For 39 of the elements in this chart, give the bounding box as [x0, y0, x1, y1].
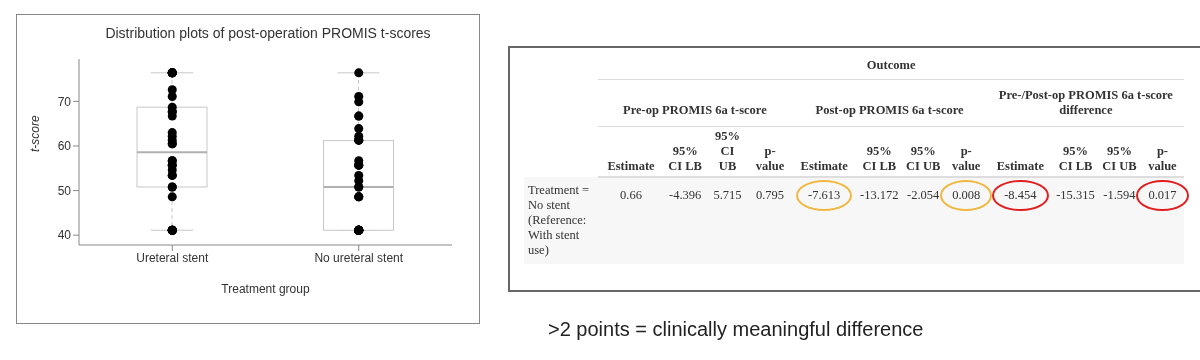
category-label: p-value [748, 126, 792, 177]
category-label: 95% CI UB [901, 126, 945, 177]
text: 0.017 [1148, 188, 1177, 202]
x-tick-label: Ureteral stent [136, 250, 209, 265]
category-label: p-value [944, 126, 988, 177]
text: Pre-op PROMIS 6a t-score [598, 79, 792, 127]
category-label: p-value [1140, 126, 1184, 177]
category-label: Estimate [791, 126, 857, 177]
text: -2.054 [907, 188, 940, 202]
chart-title: Distribution plots of post-operation PROMIS t-scores [104, 25, 432, 41]
category-label: Estimate [987, 126, 1054, 177]
category-label: 95% CI LB [663, 126, 707, 177]
text: -1.594 [1103, 188, 1136, 202]
text: 0.008 [952, 188, 981, 202]
text: Outcome [598, 52, 1184, 80]
category-label: Treatment = No stent (Reference: With stent use) [528, 183, 590, 257]
y-tick-label: 40 [57, 228, 72, 243]
text: -8.454 [1004, 188, 1037, 202]
x-axis-title: Treatment group [221, 282, 310, 296]
category-label: Estimate [598, 126, 664, 177]
category-label: 95% CI LB [856, 126, 902, 177]
text: -7.613 [808, 188, 841, 202]
category-label: 95% CI LB [1053, 126, 1098, 177]
text: >2 points = clinically meaningful difference [548, 318, 924, 341]
y-tick-label: 60 [57, 139, 72, 154]
text: -13.172 [860, 188, 899, 202]
text: 0.795 [755, 188, 785, 202]
category-label: 95% CI UB [1097, 126, 1141, 177]
text: 5.715 [713, 188, 742, 202]
y-tick-label: 50 [57, 183, 72, 198]
text: -4.396 [668, 188, 702, 202]
text: Pre-/Post-op PROMIS 6a t-score difference [987, 79, 1184, 127]
text: Post-op PROMIS 6a t-score [791, 79, 988, 127]
text: -15.315 [1056, 188, 1095, 202]
x-tick-label: No ureteral stent [314, 250, 404, 265]
text: 0.66 [620, 188, 642, 202]
category-label: 95% CI UB [706, 126, 749, 177]
y-axis-title: t-score [28, 115, 43, 152]
y-tick-label: 70 [57, 94, 72, 109]
